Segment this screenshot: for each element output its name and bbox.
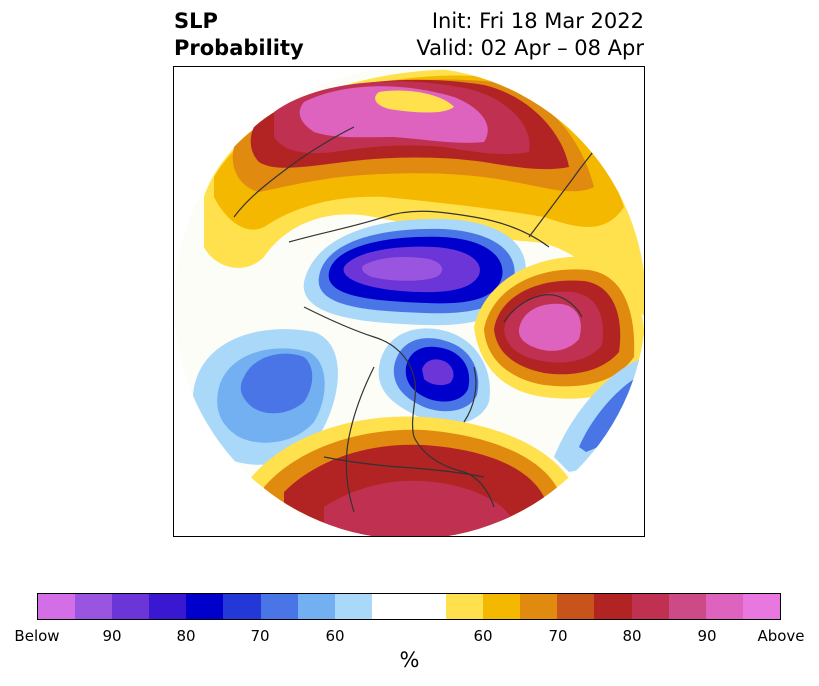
colorbar-segment	[38, 594, 76, 619]
probability-field	[174, 67, 644, 536]
map-title: SLP Probability	[174, 8, 304, 62]
colorbar-tick-label: 70	[548, 627, 568, 645]
colorbar-segment	[149, 594, 187, 619]
colorbar-segment	[594, 594, 632, 619]
colorbar-segment	[186, 594, 224, 619]
colorbar-segment	[705, 594, 743, 619]
colorbar-segment	[483, 594, 521, 619]
valid-range: Valid: 02 Apr – 08 Apr	[416, 36, 644, 60]
colorbar-segment	[260, 594, 298, 619]
colorbar-segment	[668, 594, 706, 619]
colorbar-segment	[520, 594, 558, 619]
colorbar-segment	[742, 594, 780, 619]
colorbar-segment	[75, 594, 113, 619]
colorbar-segment	[297, 594, 335, 619]
colorbar-tick-label: Above	[757, 627, 805, 645]
colorbar-tick-label: 90	[697, 627, 717, 645]
above-anomaly-south	[244, 416, 574, 536]
coastlines	[233, 126, 610, 513]
below-anomaly-pacific	[192, 329, 338, 465]
colorbar-tick-label: 60	[325, 627, 345, 645]
date-info: Init: Fri 18 Mar 2022 Valid: 02 Apr – 08…	[416, 8, 644, 62]
colorbar-segment	[557, 594, 595, 619]
probability-map	[173, 66, 645, 537]
colorbar-labels: Below 90 80 70 60 60 70 80 90 Above	[14, 627, 804, 647]
colorbar-tick-label: Below	[14, 627, 60, 645]
colorbar-unit: %	[399, 648, 420, 672]
colorbar-segment	[112, 594, 150, 619]
title-line-1: SLP	[174, 9, 218, 33]
colorbar-tick-label: 80	[176, 627, 196, 645]
below-anomaly-arctic	[303, 218, 526, 326]
above-anomaly-north	[204, 69, 644, 317]
colorbar-segment	[631, 594, 669, 619]
colorbar-tick-label: 80	[622, 627, 642, 645]
colorbar-segment	[371, 594, 409, 619]
colorbar-tick-label: 70	[250, 627, 270, 645]
colorbar-segment	[446, 594, 484, 619]
colorbar-tick-label: 60	[473, 627, 493, 645]
colorbar-segment	[408, 594, 447, 619]
colorbar-segment	[223, 594, 261, 619]
colorbar	[37, 593, 781, 620]
title-line-2: Probability	[174, 36, 304, 60]
above-anomaly-atlantic	[474, 256, 644, 399]
init-date: Init: Fri 18 Mar 2022	[431, 9, 644, 33]
colorbar-tick-label: 90	[102, 627, 122, 645]
map-canvas	[174, 67, 644, 536]
colorbar-segment	[334, 594, 372, 619]
